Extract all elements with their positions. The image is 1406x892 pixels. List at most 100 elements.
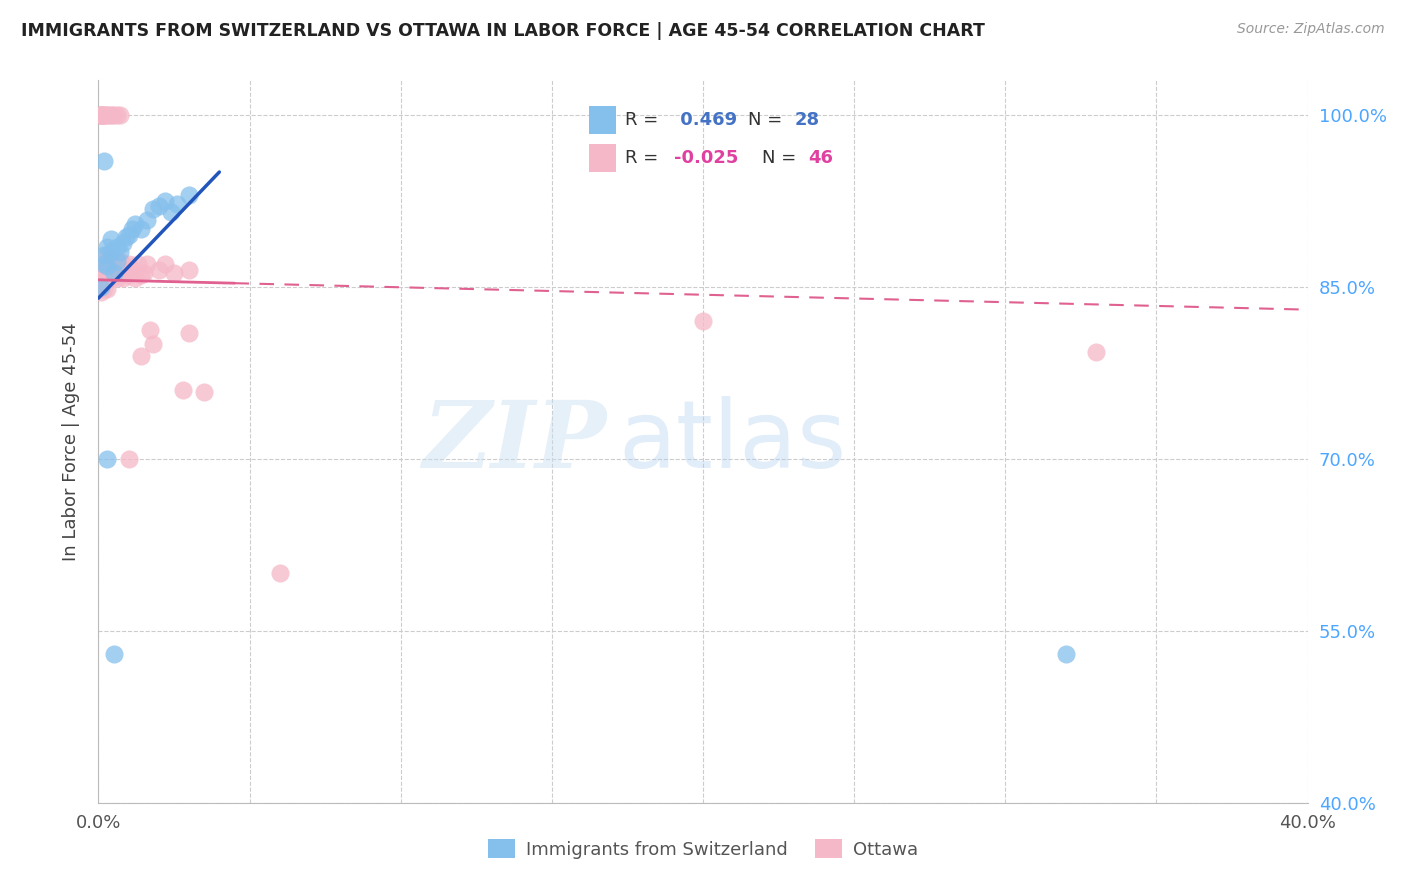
Text: 28: 28 <box>794 112 820 129</box>
Point <box>100 251 122 265</box>
Point <box>105 239 128 253</box>
Point <box>127 257 149 271</box>
Text: 0.469: 0.469 <box>673 112 737 129</box>
Point <box>105 259 128 273</box>
Point <box>93 247 115 261</box>
Point <box>172 383 194 397</box>
Point <box>90 108 112 122</box>
Legend: Immigrants from Switzerland, Ottawa: Immigrants from Switzerland, Ottawa <box>481 832 925 866</box>
Point <box>163 266 186 280</box>
Point <box>692 314 714 328</box>
Point <box>105 108 128 122</box>
Point <box>269 566 291 581</box>
Point <box>108 108 131 122</box>
Point <box>93 257 115 271</box>
Point <box>108 245 131 260</box>
Point <box>179 326 201 340</box>
Point <box>93 257 115 271</box>
Point <box>103 257 125 271</box>
Point <box>111 257 134 271</box>
Point <box>142 202 165 216</box>
Text: IMMIGRANTS FROM SWITZERLAND VS OTTAWA IN LABOR FORCE | AGE 45-54 CORRELATION CHA: IMMIGRANTS FROM SWITZERLAND VS OTTAWA IN… <box>21 22 986 40</box>
Point <box>160 205 183 219</box>
Text: -0.025: -0.025 <box>673 149 738 167</box>
Point <box>114 266 136 280</box>
Point <box>121 262 143 277</box>
Point <box>118 451 141 466</box>
Point <box>139 323 162 337</box>
Point <box>93 153 115 168</box>
Point <box>103 266 125 280</box>
Text: N =: N = <box>762 149 801 167</box>
Point <box>90 108 112 122</box>
Point <box>93 274 115 288</box>
Point <box>90 268 112 283</box>
Text: 46: 46 <box>808 149 834 167</box>
Point <box>100 270 122 285</box>
Point <box>93 108 115 122</box>
Point <box>90 285 112 300</box>
Text: Source: ZipAtlas.com: Source: ZipAtlas.com <box>1237 22 1385 37</box>
Point <box>105 270 128 285</box>
Text: ZIP: ZIP <box>422 397 606 486</box>
Point <box>100 108 122 122</box>
Point <box>90 279 112 293</box>
Point <box>93 282 115 296</box>
Point <box>135 213 157 227</box>
Point <box>105 254 128 268</box>
Point <box>153 194 176 208</box>
Point <box>118 268 141 283</box>
Text: atlas: atlas <box>619 395 846 488</box>
Point <box>96 247 118 261</box>
Point <box>100 231 122 245</box>
Point <box>103 647 125 661</box>
Point <box>96 451 118 466</box>
Y-axis label: In Labor Force | Age 45-54: In Labor Force | Age 45-54 <box>62 322 80 561</box>
Point <box>111 236 134 251</box>
Point <box>108 266 131 280</box>
FancyBboxPatch shape <box>589 144 616 172</box>
Point <box>93 108 115 122</box>
Point <box>96 108 118 122</box>
Point <box>142 337 165 351</box>
Point <box>96 282 118 296</box>
Text: R =: R = <box>624 112 664 129</box>
Point <box>96 259 118 273</box>
Point <box>148 199 170 213</box>
Point <box>193 385 215 400</box>
Point <box>148 262 170 277</box>
Point <box>100 108 122 122</box>
Point <box>166 197 188 211</box>
Point <box>96 259 118 273</box>
Point <box>114 230 136 244</box>
Point <box>135 257 157 271</box>
Point <box>93 108 115 122</box>
Point <box>108 254 131 268</box>
Point <box>124 217 146 231</box>
Point <box>124 270 146 285</box>
Text: R =: R = <box>624 149 664 167</box>
Point <box>132 266 155 280</box>
Point <box>153 257 176 271</box>
FancyBboxPatch shape <box>589 106 616 134</box>
Point <box>96 108 118 122</box>
Point <box>121 222 143 236</box>
Point <box>111 270 134 285</box>
Point <box>90 277 112 291</box>
Point <box>129 222 152 236</box>
Point <box>90 257 112 271</box>
Point <box>118 228 141 243</box>
Point <box>129 268 152 283</box>
Point <box>90 108 112 122</box>
Text: N =: N = <box>748 112 787 129</box>
Point <box>179 262 201 277</box>
Point <box>96 270 118 285</box>
Point <box>90 108 112 122</box>
Point <box>103 108 125 122</box>
Point <box>118 257 141 271</box>
Point <box>93 266 115 280</box>
Point <box>1085 345 1108 359</box>
Point <box>90 108 112 122</box>
Point <box>96 239 118 253</box>
Point <box>179 188 201 202</box>
